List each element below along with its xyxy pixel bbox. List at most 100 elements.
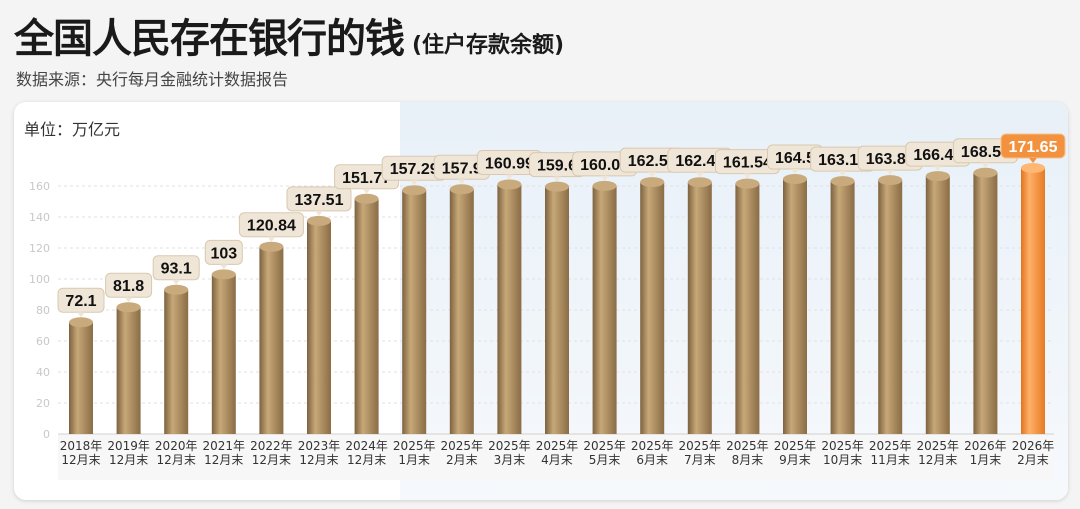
bar-cap [116, 302, 141, 313]
x-tick-label: 2019年 [107, 439, 150, 453]
x-tick-label: 2月末 [1017, 453, 1049, 467]
bar [735, 183, 760, 434]
subtitle: (住户存款余额) [412, 33, 565, 58]
data-label: 159.6 [537, 158, 577, 175]
y-tick-label: 60 [36, 335, 50, 348]
x-tick-label: 4月末 [541, 453, 573, 467]
bar-cap [354, 193, 379, 204]
x-tick-label: 12月末 [109, 453, 148, 467]
bar-cap [1021, 162, 1045, 173]
chart-card: 单位：万亿元 0 20 40 60 80 100 120 140 160 72.1 2018年 12月… [14, 102, 1068, 500]
x-tick-label: 2025年 [726, 439, 769, 453]
data-label: 161.54 [723, 155, 772, 172]
x-tick-label: 12月末 [299, 453, 338, 467]
bar [640, 182, 665, 434]
data-label: 120.84 [247, 218, 296, 235]
data-label: 103 [210, 245, 237, 262]
data-label-pointer [410, 180, 419, 186]
unit-label: 单位：万亿元 [24, 120, 121, 139]
bar [354, 198, 379, 434]
data-label: 151.77 [342, 170, 391, 187]
bar [449, 189, 474, 434]
data-label-pointer [838, 171, 847, 177]
bar [69, 322, 93, 434]
data-label: 163.83 [866, 151, 915, 168]
data-label-pointer [743, 173, 752, 179]
data-label: 162.54 [628, 153, 677, 170]
y-tick-label: 40 [36, 366, 50, 379]
bar [211, 274, 236, 434]
x-tick-label: 2025年 [917, 439, 960, 453]
bar-cap [592, 180, 617, 191]
bar [973, 172, 998, 434]
x-tick-label: 2月末 [446, 453, 478, 467]
x-tick-label: 7月末 [684, 453, 716, 467]
data-label-pointer [219, 264, 228, 270]
data-label: 171.65 [1009, 139, 1058, 156]
bar-cap [307, 215, 331, 226]
x-tick-label: 5月末 [589, 453, 621, 467]
bar [1021, 167, 1045, 434]
data-label: 72.1 [65, 293, 96, 310]
bar [402, 190, 427, 434]
x-tick-label: 2026年 [1012, 439, 1055, 453]
x-tick-label: 2025年 [393, 439, 436, 453]
data-label-pointer [791, 169, 799, 175]
data-label-pointer [362, 188, 371, 194]
bar-cap [449, 184, 474, 195]
data-label: 160.07 [580, 157, 629, 174]
data-label: 160.99 [485, 155, 534, 172]
data-label-pointer [600, 175, 609, 181]
bar-cap [878, 175, 903, 186]
bar-cap [973, 167, 998, 178]
bar-cap [259, 241, 284, 252]
x-tick-label: 10月末 [823, 453, 862, 467]
bar [830, 181, 855, 434]
bar [259, 246, 284, 434]
page-title: 全国人民存在银行的钱 (住户存款余额) [14, 6, 564, 64]
data-label-pointer [553, 176, 561, 182]
bar [545, 186, 569, 434]
bar-cap [164, 284, 189, 295]
x-tick-label: 2020年 [155, 439, 198, 453]
data-label-pointer [267, 236, 276, 242]
data-label: 162.43 [675, 153, 724, 170]
x-tick-label: 12月末 [252, 453, 291, 467]
data-label-box [1000, 133, 1066, 159]
x-tick-label: 2023年 [298, 439, 341, 453]
x-tick-label: 2024年 [345, 439, 388, 453]
bar-cap [211, 269, 236, 280]
y-tick-label: 100 [29, 273, 50, 286]
bar [497, 184, 522, 434]
bar-cap [925, 171, 950, 182]
x-tick-label: 2018年 [60, 439, 103, 453]
data-label-pointer [124, 297, 133, 303]
data-label-pointer [77, 312, 85, 318]
x-tick-label: 2025年 [536, 439, 579, 453]
x-tick-label: 2025年 [679, 439, 722, 453]
x-tick-label: 3月末 [494, 453, 526, 467]
data-label: 168.54 [961, 144, 1010, 161]
x-tick-label: 2025年 [488, 439, 531, 453]
bar-cap [830, 176, 855, 187]
data-source: 数据来源：央行每月金融统计数据报告 [16, 70, 289, 89]
x-tick-label: 2021年 [203, 439, 246, 453]
x-tick-label: 12月末 [204, 453, 243, 467]
x-tick-label: 2025年 [583, 439, 626, 453]
x-tick-label: 2025年 [774, 439, 817, 453]
bar-cap [783, 174, 807, 185]
x-tick-label: 12月末 [61, 453, 100, 467]
data-label: 164.5 [775, 150, 815, 167]
y-tick-label: 140 [29, 211, 50, 224]
x-tick-label: 12月末 [347, 453, 386, 467]
bar-cap [402, 185, 427, 196]
y-tick-label: 120 [29, 242, 50, 255]
data-label: 137.51 [295, 192, 344, 209]
y-tick-label: 160 [29, 180, 50, 193]
data-label-pointer [981, 162, 990, 168]
bar [925, 176, 950, 434]
bar [592, 185, 617, 434]
data-label: 81.8 [113, 278, 144, 295]
bar-cap [687, 177, 712, 188]
data-label-pointer [457, 179, 466, 185]
